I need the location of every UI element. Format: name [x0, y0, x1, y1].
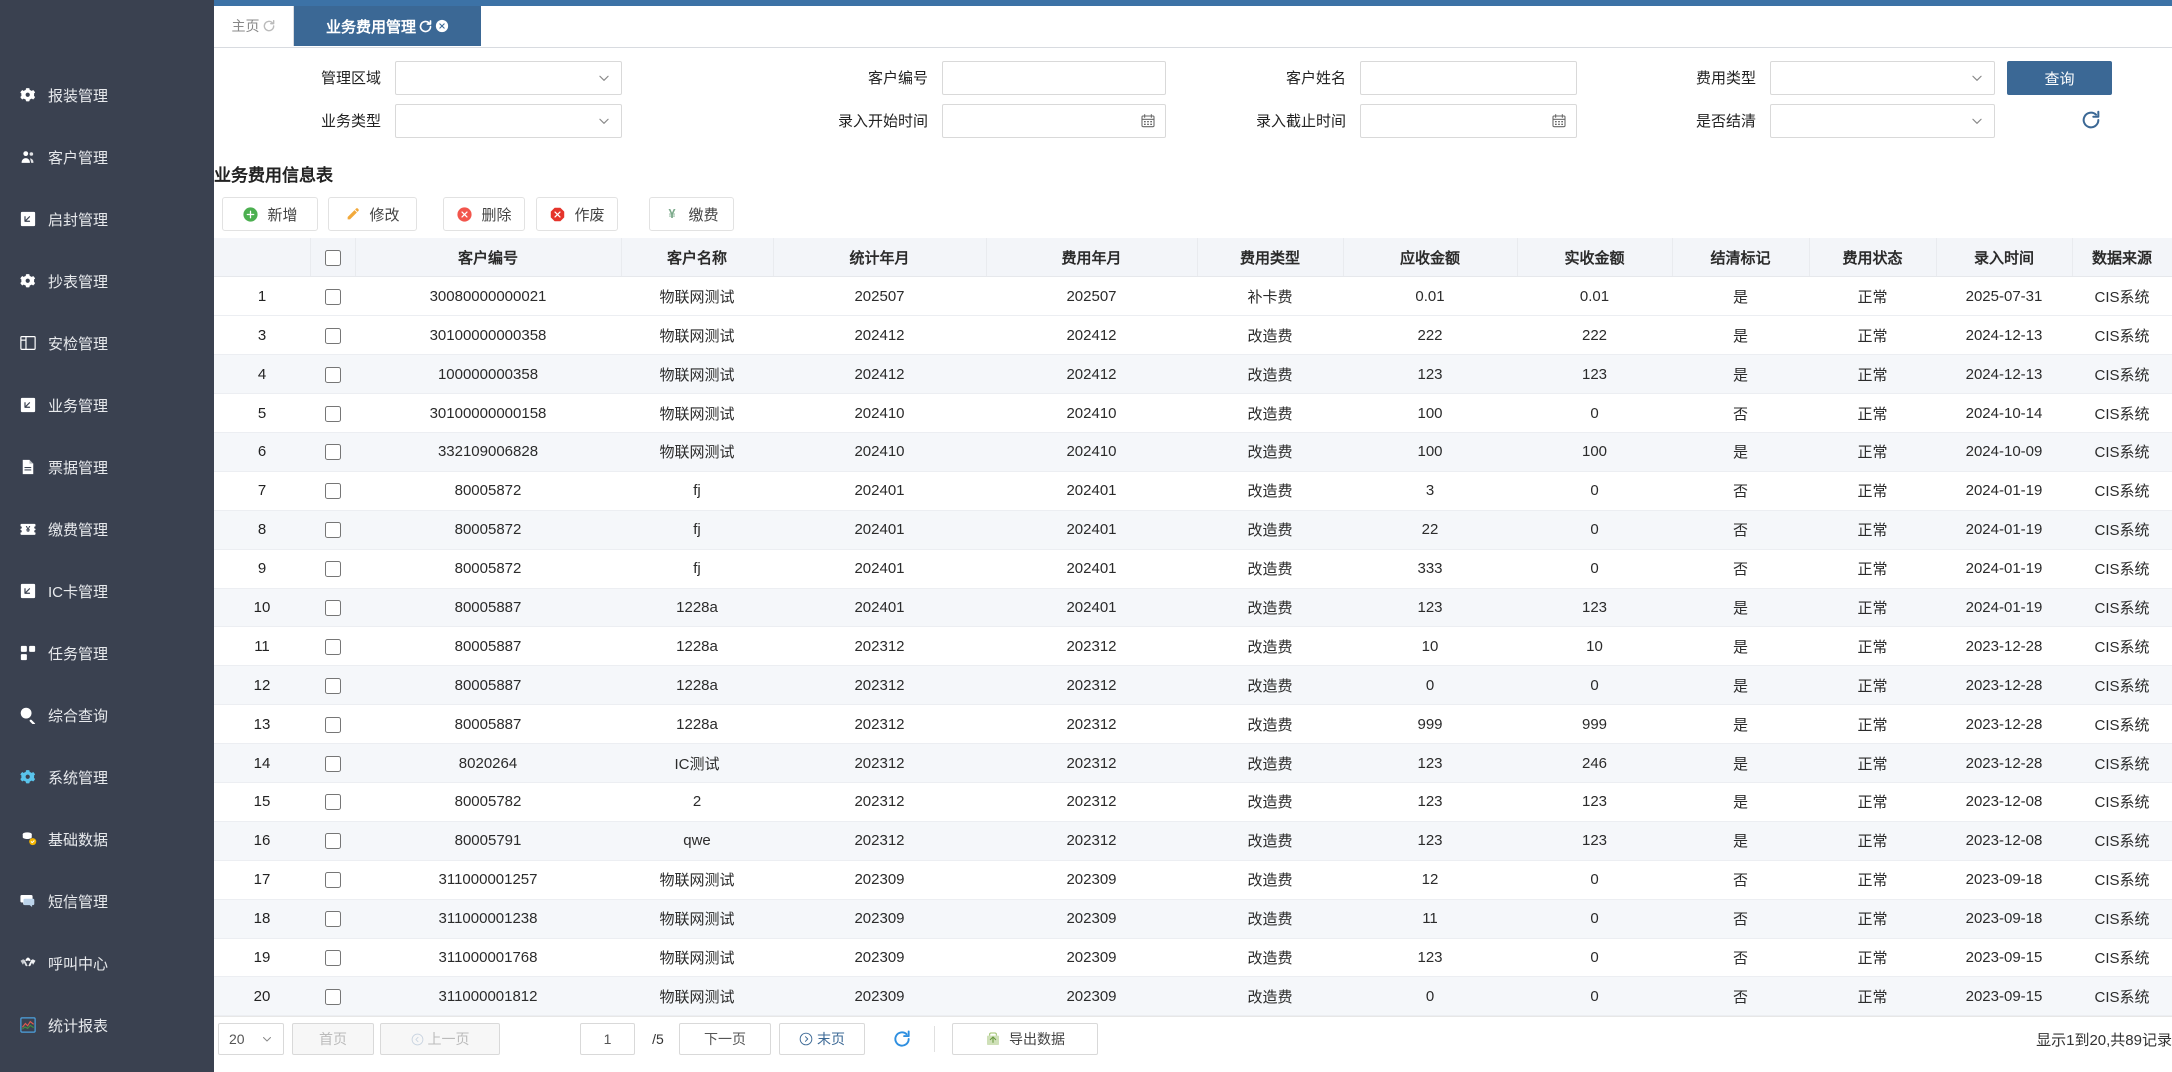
svg-text:¥: ¥: [669, 207, 676, 221]
svg-text:¥: ¥: [25, 525, 30, 534]
